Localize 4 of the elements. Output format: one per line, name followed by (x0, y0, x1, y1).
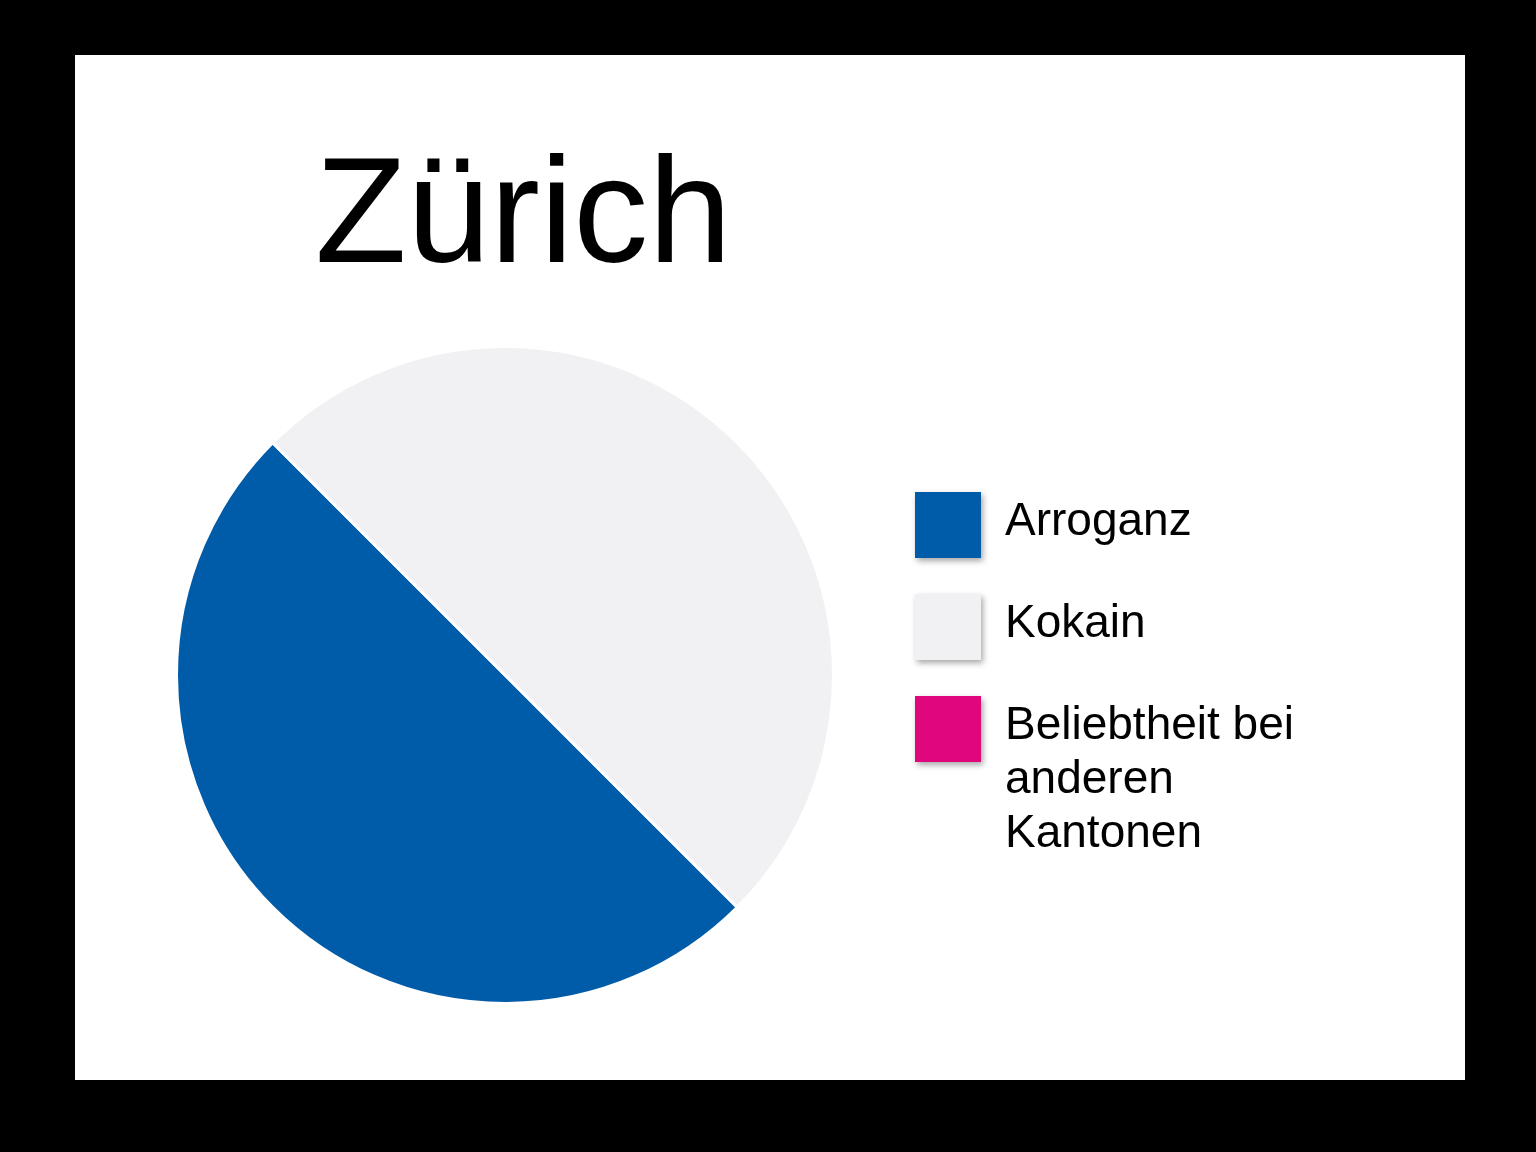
legend-label: Beliebtheit bei anderen Kantonen (1005, 696, 1295, 858)
legend-label: Kokain (1005, 594, 1146, 648)
legend-label: Arroganz (1005, 492, 1192, 546)
chart-title: Zürich (315, 125, 732, 295)
